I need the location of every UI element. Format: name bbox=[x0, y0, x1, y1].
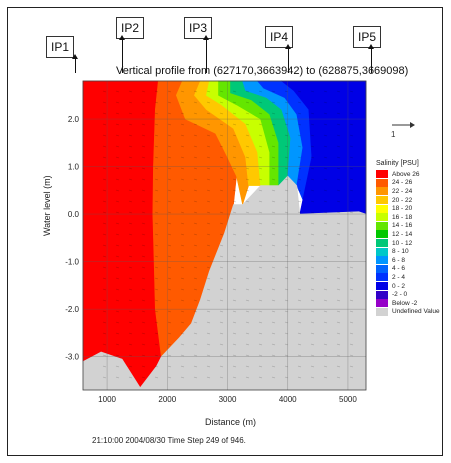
legend-label: 16 - 18 bbox=[392, 213, 413, 221]
salinity-region-0 bbox=[82, 80, 162, 389]
x-tick-label: 4000 bbox=[279, 395, 297, 404]
legend-label: 0 - 2 bbox=[392, 282, 406, 290]
ip-arrow-5 bbox=[368, 44, 374, 73]
legend-swatch bbox=[376, 196, 388, 205]
x-tick-label: 5000 bbox=[339, 395, 357, 404]
y-tick-label: -1.0 bbox=[65, 258, 79, 267]
legend-label: 10 - 12 bbox=[392, 239, 413, 247]
legend-entry: 12 - 14 bbox=[376, 230, 440, 239]
legend-entry: 16 - 18 bbox=[376, 213, 440, 222]
legend-swatch bbox=[376, 273, 388, 282]
legend-entry: Above 26 bbox=[376, 170, 440, 179]
legend-label: 6 - 8 bbox=[392, 256, 406, 264]
ip-marker-4: IP4 bbox=[265, 26, 294, 48]
legend-entry: Undefined Value bbox=[376, 307, 440, 317]
legend-swatch bbox=[376, 282, 388, 291]
x-tick-label: 3000 bbox=[219, 395, 237, 404]
x-axis-label: Distance (m) bbox=[205, 417, 257, 427]
legend-swatch bbox=[376, 307, 388, 316]
legend-swatch bbox=[376, 239, 388, 248]
legend-label: -2 - 0 bbox=[392, 291, 408, 299]
legend-entry: 0 - 2 bbox=[376, 282, 440, 291]
legend-entry: 6 - 8 bbox=[376, 256, 440, 265]
legend-label: 8 - 10 bbox=[392, 248, 409, 256]
legend-swatch bbox=[376, 170, 388, 179]
legend-swatch bbox=[376, 256, 388, 265]
plot-border bbox=[82, 80, 367, 391]
ip-marker-3: IP3 bbox=[184, 17, 213, 39]
legend-label: 12 - 14 bbox=[392, 230, 413, 238]
legend-label: 22 - 24 bbox=[392, 187, 413, 195]
legend-label: 20 - 22 bbox=[392, 196, 413, 204]
legend-swatch bbox=[376, 221, 388, 230]
figure-frame: 1000 2000 3000 4000 5000 2.0 1.0 0.0 -1.0 -2.0 -3.… bbox=[7, 7, 443, 456]
scale-arrow-label: 1 bbox=[391, 130, 396, 139]
y-tick-label: 0.0 bbox=[68, 210, 80, 219]
legend-entry: 14 - 16 bbox=[376, 221, 440, 231]
legend-entry: 18 - 20 bbox=[376, 204, 440, 213]
legend-swatch bbox=[376, 178, 388, 187]
legend-swatch bbox=[376, 187, 388, 196]
ip-arrow-1 bbox=[72, 54, 78, 73]
salinity-profile-plot: 1000 2000 3000 4000 5000 2.0 1.0 0.0 -1.0 -2.0 -3.… bbox=[65, 80, 367, 404]
legend-label: 14 - 16 bbox=[392, 222, 413, 230]
legend-title: Salinity [PSU] bbox=[376, 160, 419, 167]
legend-swatch bbox=[376, 299, 388, 308]
legend-entry: 10 - 12 bbox=[376, 239, 440, 248]
legend-label: 2 - 4 bbox=[392, 273, 406, 281]
ip-arrow-4 bbox=[285, 44, 291, 73]
legend-swatch bbox=[376, 204, 388, 213]
legend-label: 4 - 6 bbox=[392, 265, 406, 273]
salinity-legend: Salinity [PSU] Above 26 24 - 26 22 - 24 20 … bbox=[376, 160, 440, 316]
legend-label: 24 - 26 bbox=[392, 179, 413, 187]
legend-swatch bbox=[376, 213, 388, 222]
y-tick-label: 1.0 bbox=[68, 163, 80, 172]
ip-arrow-3 bbox=[203, 35, 209, 73]
ip-marker-2: IP2 bbox=[116, 17, 145, 39]
legend-swatch bbox=[376, 247, 388, 256]
legend-entry: 2 - 4 bbox=[376, 273, 440, 282]
legend-swatch bbox=[376, 230, 388, 239]
legend-entry: 20 - 22 bbox=[376, 196, 440, 205]
legend-entry: Below -2 bbox=[376, 299, 440, 308]
ip-arrow-2 bbox=[119, 35, 125, 73]
x-tick-label: 1000 bbox=[98, 395, 116, 404]
salinity-region-10 bbox=[82, 175, 367, 391]
velocity-scale-arrow: 1 bbox=[390, 120, 416, 147]
y-tick-label: -2.0 bbox=[65, 305, 79, 314]
legend-entry: 22 - 24 bbox=[376, 187, 440, 196]
legend-swatch bbox=[376, 264, 388, 273]
grid-lines bbox=[83, 81, 366, 390]
y-tick-label: -3.0 bbox=[65, 353, 79, 362]
ip-marker-5: IP5 bbox=[353, 26, 382, 48]
ip-marker-1: IP1 bbox=[46, 36, 75, 58]
legend-entry: -2 - 0 bbox=[376, 290, 440, 299]
legend-entry: 4 - 6 bbox=[376, 264, 440, 274]
x-tick-label: 2000 bbox=[158, 395, 176, 404]
legend-label: Above 26 bbox=[392, 170, 420, 178]
legend-entry: 24 - 26 bbox=[376, 178, 440, 188]
legend-label: 18 - 20 bbox=[392, 205, 413, 213]
y-tick-label: 2.0 bbox=[68, 115, 80, 124]
velocity-vectors bbox=[102, 90, 354, 379]
legend-label: Undefined Value bbox=[392, 308, 440, 316]
y-axis-label: Water level (m) bbox=[42, 175, 52, 236]
chart-title: Vertical profile from (627170,3663942) t… bbox=[116, 65, 409, 77]
legend-label: Below -2 bbox=[392, 299, 418, 307]
arrow-right-icon: 1 bbox=[391, 122, 415, 139]
legend-swatch bbox=[376, 290, 388, 299]
timestamp-footer: 21:10:00 2004/08/30 Time Step 249 of 946… bbox=[92, 436, 246, 445]
legend-entry: 8 - 10 bbox=[376, 247, 440, 256]
